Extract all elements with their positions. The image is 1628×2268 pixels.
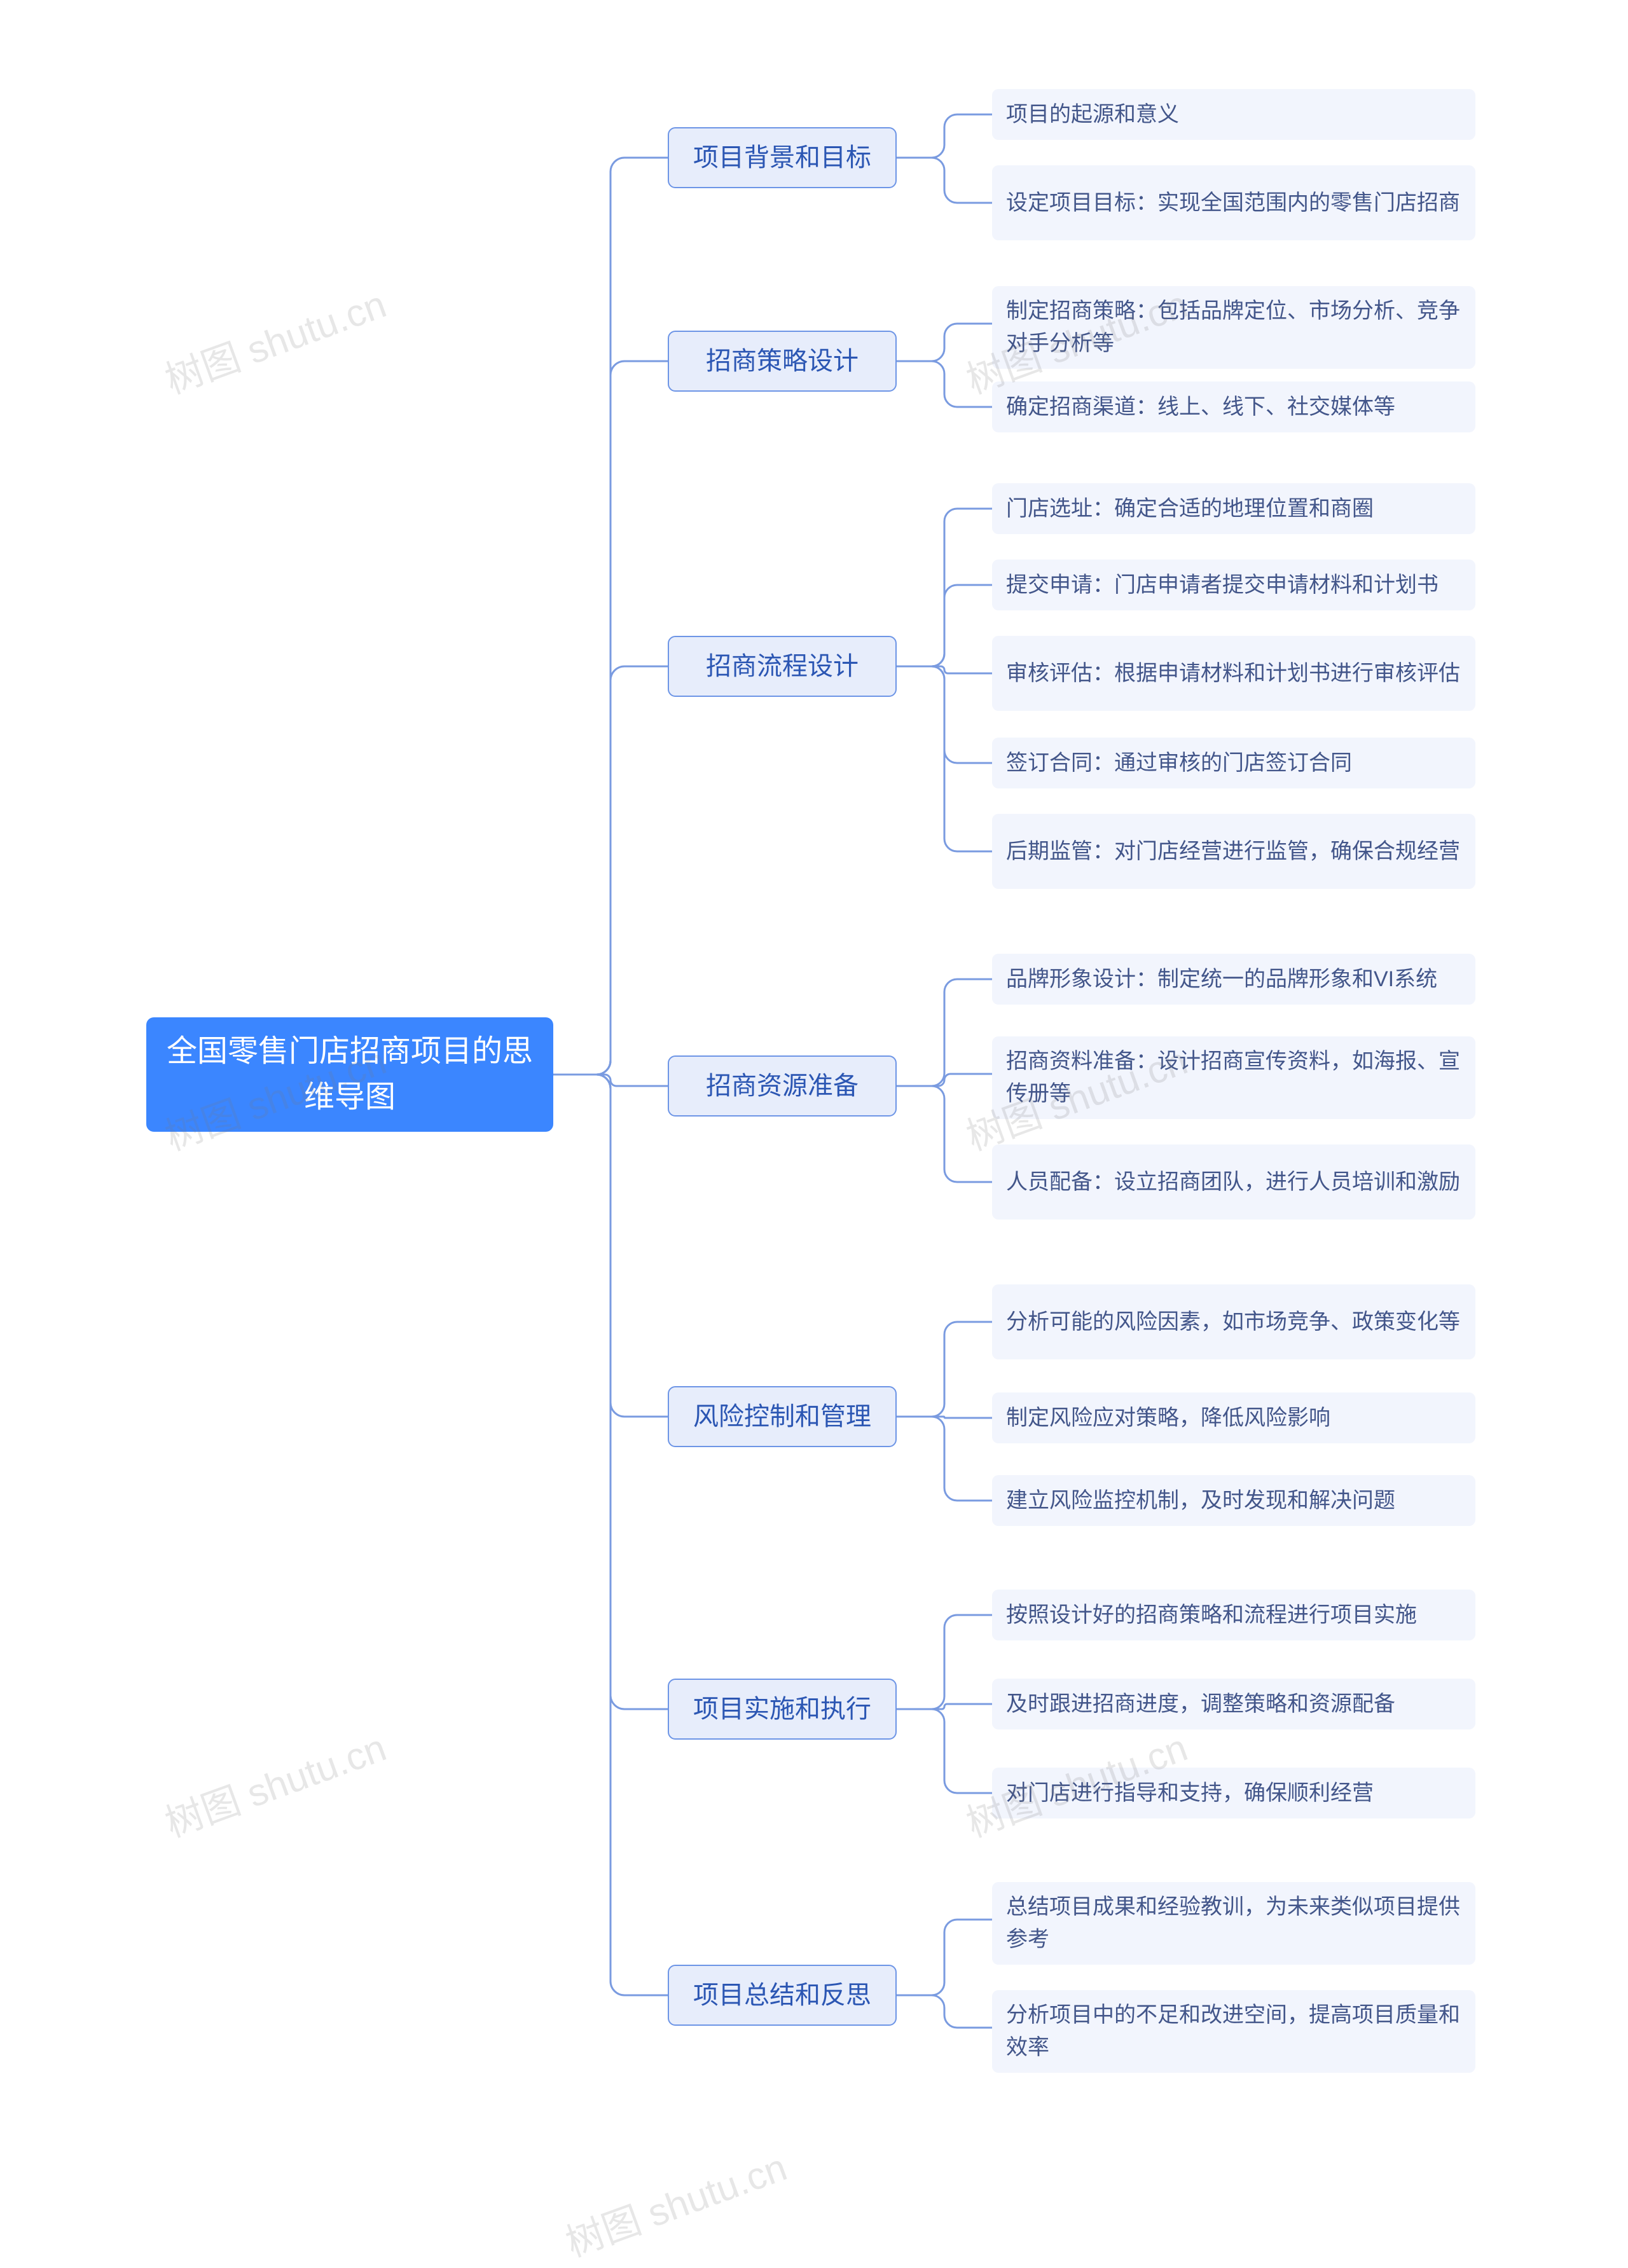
leaf-node[interactable]: 后期监管：对门店经营进行监管，确保合规经营 <box>992 814 1475 889</box>
leaf-node[interactable]: 确定招商渠道：线上、线下、社交媒体等 <box>992 381 1475 432</box>
watermark: 树图 shutu.cn <box>557 2136 793 2267</box>
branch-node[interactable]: 项目背景和目标 <box>668 127 897 188</box>
leaf-node[interactable]: 门店选址：确定合适的地理位置和商圈 <box>992 483 1475 534</box>
leaf-node[interactable]: 制定招商策略：包括品牌定位、市场分析、竞争对手分析等 <box>992 286 1475 369</box>
leaf-node[interactable]: 建立风险监控机制，及时发现和解决问题 <box>992 1475 1475 1526</box>
branch-node[interactable]: 招商流程设计 <box>668 636 897 697</box>
leaf-node[interactable]: 招商资料准备：设计招商宣传资料，如海报、宣传册等 <box>992 1036 1475 1119</box>
leaf-node[interactable]: 品牌形象设计：制定统一的品牌形象和VI系统 <box>992 954 1475 1005</box>
leaf-node[interactable]: 分析可能的风险因素，如市场竞争、政策变化等 <box>992 1284 1475 1359</box>
leaf-node[interactable]: 人员配备：设立招商团队，进行人员培训和激励 <box>992 1144 1475 1220</box>
leaf-node[interactable]: 总结项目成果和经验教训，为未来类似项目提供参考 <box>992 1882 1475 1965</box>
leaf-node[interactable]: 按照设计好的招商策略和流程进行项目实施 <box>992 1590 1475 1640</box>
leaf-node[interactable]: 设定项目目标：实现全国范围内的零售门店招商 <box>992 165 1475 240</box>
branch-node[interactable]: 项目实施和执行 <box>668 1679 897 1740</box>
leaf-node[interactable]: 签订合同：通过审核的门店签订合同 <box>992 738 1475 788</box>
mindmap-canvas: 全国零售门店招商项目的思维导图 项目背景和目标 项目的起源和意义设定项目目标：实现… <box>0 0 1628 2199</box>
branch-node[interactable]: 招商策略设计 <box>668 331 897 392</box>
leaf-node[interactable]: 对门店进行指导和支持，确保顺利经营 <box>992 1768 1475 1818</box>
leaf-node[interactable]: 提交申请：门店申请者提交申请材料和计划书 <box>992 560 1475 610</box>
watermark: 树图 shutu.cn <box>156 273 392 404</box>
leaf-node[interactable]: 分析项目中的不足和改进空间，提高项目质量和效率 <box>992 1990 1475 2073</box>
root-node[interactable]: 全国零售门店招商项目的思维导图 <box>146 1017 553 1132</box>
branch-node[interactable]: 招商资源准备 <box>668 1055 897 1117</box>
branch-node[interactable]: 风险控制和管理 <box>668 1386 897 1447</box>
leaf-node[interactable]: 制定风险应对策略，降低风险影响 <box>992 1392 1475 1443</box>
branch-node[interactable]: 项目总结和反思 <box>668 1965 897 2026</box>
leaf-node[interactable]: 项目的起源和意义 <box>992 89 1475 140</box>
leaf-node[interactable]: 审核评估：根据申请材料和计划书进行审核评估 <box>992 636 1475 711</box>
leaf-node[interactable]: 及时跟进招商进度，调整策略和资源配备 <box>992 1679 1475 1729</box>
watermark: 树图 shutu.cn <box>156 1717 392 1848</box>
